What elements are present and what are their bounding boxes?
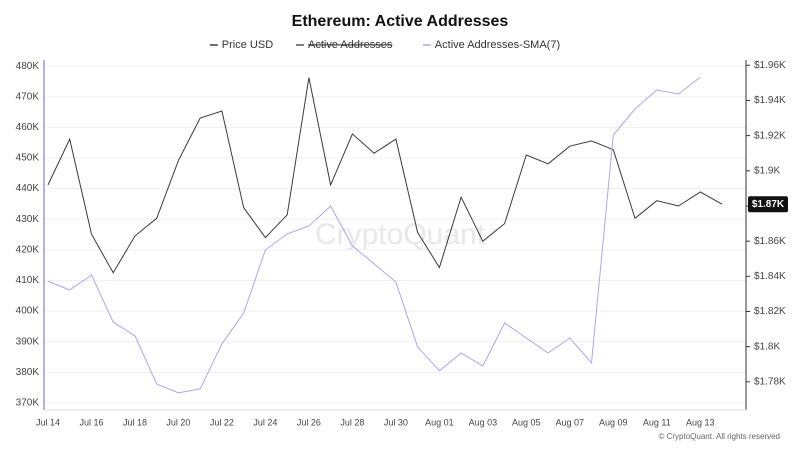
y2-tick-label: $1.8K <box>754 341 780 352</box>
price-badge <box>748 196 788 213</box>
x-tick-label: Aug 01 <box>425 417 454 427</box>
x-tick-label: Jul 24 <box>253 417 277 427</box>
x-tick-label: Jul 14 <box>36 417 60 427</box>
legend-label[interactable]: Active Addresses <box>308 39 393 51</box>
x-tick-label: Aug 11 <box>643 417 671 427</box>
x-tick-label: Jul 30 <box>384 417 408 427</box>
y-tick-label: 380K <box>16 367 40 378</box>
chart-title: Ethereum: Active Addresses <box>292 13 509 30</box>
x-tick-label: Jul 26 <box>297 417 321 427</box>
x-tick-label: Jul 18 <box>123 417 147 427</box>
watermark: CryptoQuant <box>315 218 486 251</box>
y-tick-label: 450K <box>16 153 40 164</box>
y2-tick-label: $1.86K <box>754 236 786 247</box>
series-line <box>47 77 723 274</box>
y-tick-label: 420K <box>16 244 40 255</box>
legend-label[interactable]: Price USD <box>222 39 273 51</box>
series-line <box>47 76 701 394</box>
y-tick-label: 460K <box>16 122 40 133</box>
y2-tick-label: $1.78K <box>754 376 786 387</box>
x-tick-label: Aug 09 <box>599 417 628 427</box>
x-tick-label: Jul 16 <box>79 417 103 427</box>
y-tick-label: 440K <box>16 183 40 194</box>
y-tick-label: 480K <box>16 61 40 72</box>
legend-label[interactable]: Active Addresses-SMA(7) <box>435 39 560 51</box>
x-tick-label: Aug 07 <box>556 417 585 427</box>
x-tick-label: Aug 13 <box>686 417 715 427</box>
x-tick-label: Aug 05 <box>512 417 541 427</box>
y-tick-label: 430K <box>16 214 40 225</box>
y2-tick-label: $1.92K <box>754 130 786 141</box>
y2-tick-label: $1.84K <box>754 271 786 282</box>
x-tick-label: Aug 03 <box>469 417 498 427</box>
y2-tick-label: $1.94K <box>754 95 786 106</box>
copyright: © CryptoQuant. All rights reserved <box>659 432 781 441</box>
x-tick-label: Jul 22 <box>210 417 234 427</box>
y2-tick-label: $1.96K <box>754 60 786 71</box>
y-tick-label: 410K <box>16 275 40 286</box>
y-tick-label: 370K <box>16 398 40 409</box>
price-badge-label: $1.87K <box>752 199 785 210</box>
x-tick-label: Jul 28 <box>340 417 364 427</box>
y2-tick-label: $1.82K <box>754 306 786 317</box>
x-tick-label: Jul 20 <box>166 417 190 427</box>
y2-tick-label: $1.9K <box>754 165 780 176</box>
y-tick-label: 470K <box>16 91 40 102</box>
y-tick-label: 400K <box>16 306 40 317</box>
y-tick-label: 390K <box>16 336 40 347</box>
